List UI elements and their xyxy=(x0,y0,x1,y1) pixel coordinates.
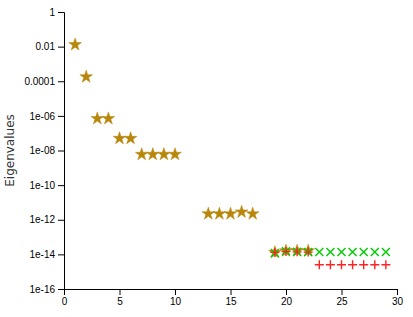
point xyxy=(360,248,368,256)
tick-label: 15 xyxy=(225,296,237,307)
tick-mark xyxy=(58,289,64,290)
point xyxy=(280,244,293,256)
tick: 0 xyxy=(62,289,68,307)
tick-label: 1 xyxy=(49,7,55,18)
point xyxy=(293,247,302,256)
tick: 30 xyxy=(392,289,404,307)
point xyxy=(348,260,357,269)
point xyxy=(124,132,137,144)
tick-mark xyxy=(58,116,64,117)
tick-mark xyxy=(58,185,64,186)
tick-label: 1e-06 xyxy=(29,111,55,122)
point xyxy=(371,248,379,256)
point xyxy=(224,207,237,219)
tick-mark xyxy=(231,289,232,295)
point xyxy=(349,248,357,256)
point xyxy=(69,38,82,50)
point xyxy=(80,70,93,82)
tick-label: 1e-12 xyxy=(29,214,55,225)
point xyxy=(235,205,248,217)
point xyxy=(202,207,215,219)
point xyxy=(326,260,335,269)
point xyxy=(304,248,313,257)
points xyxy=(69,38,391,269)
series xyxy=(69,38,315,258)
axis-line xyxy=(65,290,398,296)
tick-label: 1e-10 xyxy=(29,180,55,191)
point xyxy=(338,248,346,256)
point xyxy=(91,112,104,124)
point xyxy=(146,148,159,160)
tick-mark xyxy=(286,289,287,295)
x-axis: 0 5 10 15 20 25 30 xyxy=(62,289,404,307)
tick-label: 0.01 xyxy=(36,41,56,52)
point xyxy=(113,132,126,144)
point xyxy=(213,207,226,219)
y-axis: 1e-16 1e-14 1e-12 1e-10 1e-08 1e-06 0.0001 0.01… xyxy=(24,7,64,295)
tick-mark xyxy=(120,289,121,295)
point xyxy=(359,260,368,269)
tick: 20 xyxy=(281,289,293,307)
point xyxy=(326,248,334,256)
point xyxy=(269,246,282,258)
series xyxy=(271,247,390,257)
tick: 25 xyxy=(336,289,348,307)
tick-label: 30 xyxy=(392,296,404,307)
tick: 15 xyxy=(225,289,237,307)
tick-mark xyxy=(175,289,176,295)
tick-label: 1e-16 xyxy=(29,284,55,295)
point xyxy=(315,248,323,256)
tick: 10 xyxy=(170,289,182,307)
y-axis-title: Eigenvalues xyxy=(3,114,17,187)
tick-label: 1e-08 xyxy=(29,145,55,156)
tick: 1e-14 xyxy=(29,249,64,260)
tick-mark xyxy=(58,12,64,13)
tick-mark xyxy=(58,47,64,48)
tick: 1 xyxy=(49,7,64,18)
tick: 1e-06 xyxy=(29,111,64,122)
tick-label: 0.0001 xyxy=(24,76,55,87)
point xyxy=(315,260,324,269)
tick-mark xyxy=(397,289,398,295)
series xyxy=(270,247,390,269)
tick-label: 25 xyxy=(336,296,348,307)
tick-label: 0 xyxy=(62,296,68,307)
tick: 0.0001 xyxy=(24,76,64,87)
tick-label: 20 xyxy=(281,296,293,307)
tick-mark xyxy=(58,254,64,255)
tick-mark xyxy=(342,289,343,295)
point xyxy=(370,260,379,269)
tick: 0.01 xyxy=(36,41,64,52)
point xyxy=(304,248,312,256)
tick-label: 5 xyxy=(117,296,123,307)
tick: 5 xyxy=(117,289,123,307)
tick-mark xyxy=(58,81,64,82)
tick-label: 1e-14 xyxy=(29,249,55,260)
tick-mark xyxy=(58,220,64,221)
tick: 1e-16 xyxy=(29,284,64,295)
point xyxy=(337,260,346,269)
point xyxy=(169,148,182,160)
point xyxy=(135,148,148,160)
point xyxy=(270,248,279,257)
point xyxy=(102,112,115,124)
plot: 0510152025301e-161e-141e-121e-101e-081e-… xyxy=(24,7,403,307)
tick-mark xyxy=(58,151,64,152)
point xyxy=(381,260,390,269)
tick: 1e-10 xyxy=(29,180,64,191)
tick-label: 10 xyxy=(170,296,182,307)
tick: 1e-12 xyxy=(29,214,64,225)
point xyxy=(382,248,390,256)
point xyxy=(282,247,291,256)
point xyxy=(302,244,315,256)
point xyxy=(246,207,259,219)
chart: 0510152025301e-161e-141e-121e-101e-081e-… xyxy=(0,0,413,317)
point xyxy=(291,244,304,256)
point xyxy=(282,247,290,255)
point xyxy=(158,148,171,160)
axis-line xyxy=(58,13,65,290)
tick: 1e-08 xyxy=(29,145,64,156)
point xyxy=(293,248,301,256)
